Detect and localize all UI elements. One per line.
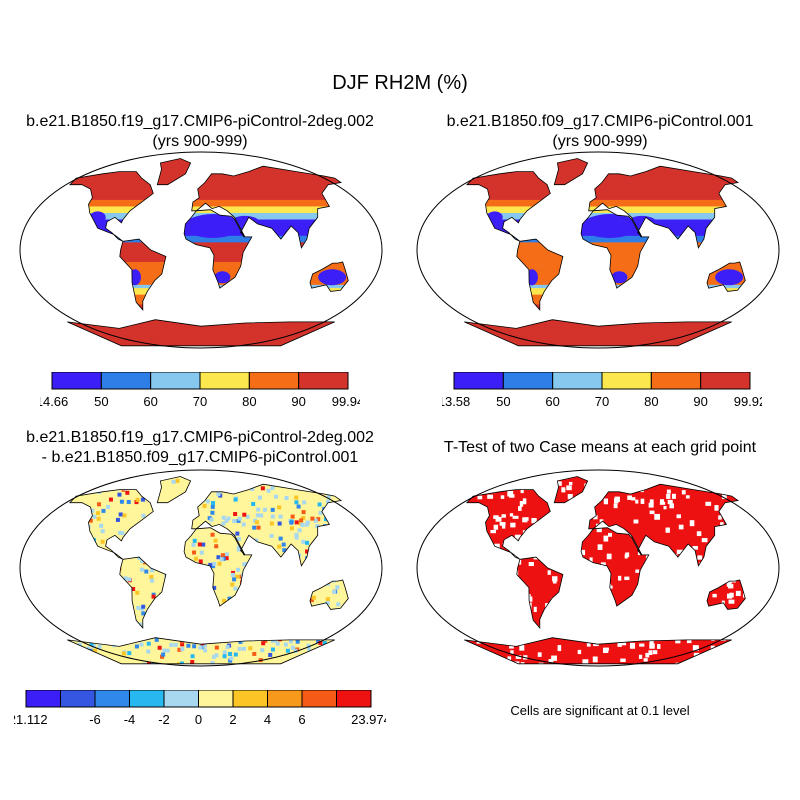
colorbar-bottom-left-swatch (301, 690, 337, 708)
panel-title-top-left: b.e21.B1850.f19_g17.CMIP6-piControl-2deg… (0, 112, 400, 152)
colorbar-top-right-swatch (453, 372, 504, 390)
map-border (416, 151, 780, 349)
coastline-north-america (68, 489, 154, 560)
coastline-antarctica (464, 319, 732, 347)
colorbar-bottom-left-tick-label: -2 (158, 712, 170, 727)
colorbar-top-left-swatch (51, 372, 102, 390)
map-border (416, 469, 780, 667)
colorbar-bottom-left-swatch (198, 690, 234, 708)
colorbar-bottom-left-swatch (267, 690, 303, 708)
panel-title-top-right: b.e21.B1850.f09_g17.CMIP6-piControl.001 … (400, 112, 800, 152)
colorbar-top-left-tick-label: 60 (143, 394, 157, 409)
colorbar-top-left-tick-label: 80 (242, 394, 256, 409)
colorbar-top-left: 14.66 50 60 70 80 90 99.94 (40, 372, 360, 409)
colorbar-bottom-left-tick-label: 4 (264, 712, 271, 727)
panel-title-bottom-left-line2: - b.e21.B1850.f09_g17.CMIP6-piControl.00… (41, 449, 359, 466)
coastline-eurasia (191, 483, 343, 567)
coastline-australia (706, 579, 746, 610)
colorbar-top-left-swatch (298, 372, 349, 390)
colorbar-bottom-left-tick-label: 6 (298, 712, 305, 727)
colorbar-top-right-swatch (601, 372, 652, 390)
colorbar-top-left-tick-label: 99.94 (332, 394, 360, 409)
coastline-greenland (553, 158, 589, 186)
panel-title-top-right-line2: (yrs 900-999) (552, 133, 648, 150)
colorbar-bottom-left-tick-label: -21.112 (14, 712, 48, 727)
coastline-south-america (119, 238, 167, 311)
coastline-north-america (465, 489, 551, 560)
colorbar-top-left-swatch (100, 372, 152, 390)
coastline-eurasia (588, 483, 740, 567)
colorbar-bottom-left-swatch (60, 690, 96, 708)
map-bottom-right (416, 469, 780, 667)
coastline-australia (309, 579, 349, 610)
colorbar-top-right-tick-label: 50 (496, 394, 510, 409)
coastline-south-america (119, 556, 167, 629)
colorbar-top-right-tick-label: 60 (545, 394, 559, 409)
map-top-right (416, 151, 780, 349)
map-bottom-left (19, 469, 383, 667)
panel-title-bottom-right: T-Test of two Case means at each grid po… (443, 439, 757, 456)
coastline-greenland (553, 476, 589, 504)
colorbar-top-left-tick-label: 90 (291, 394, 305, 409)
panel-title-top-left-line1: b.e21.B1850.f19_g17.CMIP6-piControl-2deg… (26, 113, 374, 130)
colorbar-top-right: 13.58 50 60 70 80 90 99.92 (442, 372, 762, 409)
colorbar-top-left-tick-label: 50 (94, 394, 108, 409)
coastline-australia (706, 261, 746, 292)
figure-title: DJF RH2M (%) (332, 72, 468, 94)
coastline-south-america (516, 556, 564, 629)
colorbar-bottom-left-tick-label: -6 (89, 712, 101, 727)
colorbar-bottom-left: -21.112 -6 -4 -2 0 2 4 6 23.974 (14, 690, 386, 727)
coastline-australia (309, 261, 349, 292)
coastline-antarctica (464, 637, 732, 665)
coastline-africa (580, 527, 650, 607)
colorbar-top-left-swatch (150, 372, 201, 390)
map-top-left (19, 151, 383, 349)
coastline-eurasia (588, 165, 740, 249)
colorbar-top-right-swatch (552, 372, 603, 390)
coastline-south-america (516, 238, 564, 311)
panel-title-bottom-left-line1: b.e21.B1850.f19_g17.CMIP6-piControl-2deg… (26, 429, 374, 446)
colorbar-top-left-swatch (199, 372, 250, 390)
coastline-north-america (465, 171, 551, 242)
coastline-africa (580, 209, 650, 289)
map-border (19, 469, 383, 667)
colorbar-top-right-swatch (700, 372, 751, 390)
colorbar-top-right-tick-label: 90 (693, 394, 707, 409)
significance-note: Cells are significant at 0.1 level (510, 703, 690, 718)
colorbar-bottom-left-swatch (129, 690, 165, 708)
colorbar-bottom-left-swatch (163, 690, 199, 708)
colorbar-top-left-tick-label: 70 (193, 394, 207, 409)
colorbar-top-left-tick-label: 14.66 (40, 394, 68, 409)
panel-title-top-right-line1: b.e21.B1850.f09_g17.CMIP6-piControl.001 (446, 113, 754, 130)
coastline-greenland (156, 158, 192, 186)
map-border (19, 151, 383, 349)
colorbar-bottom-left-tick-label: 2 (229, 712, 236, 727)
colorbar-top-right-tick-label: 99.92 (734, 394, 762, 409)
coastline-africa (183, 527, 253, 607)
panel-title-bottom-left: b.e21.B1850.f19_g17.CMIP6-piControl-2deg… (0, 428, 400, 468)
colorbar-bottom-left-tick-label: 23.974 (351, 712, 386, 727)
coastline-antarctica (67, 319, 335, 347)
colorbar-top-right-swatch (502, 372, 554, 390)
colorbar-bottom-left-tick-label: -4 (124, 712, 136, 727)
panel-title-top-left-line2: (yrs 900-999) (152, 133, 248, 150)
colorbar-top-left-swatch (248, 372, 300, 390)
coastline-north-america (68, 171, 154, 242)
colorbar-bottom-left-swatch (25, 690, 61, 708)
coastline-greenland (156, 476, 192, 504)
colorbar-top-right-tick-label: 70 (595, 394, 609, 409)
coastline-eurasia (191, 165, 343, 249)
colorbar-top-right-tick-label: 80 (644, 394, 658, 409)
coastline-africa (183, 209, 253, 289)
colorbar-bottom-left-swatch (336, 690, 372, 708)
colorbar-top-right-swatch (650, 372, 702, 390)
colorbar-top-right-tick-label: 13.58 (442, 394, 470, 409)
coastline-antarctica (67, 637, 335, 665)
colorbar-bottom-left-tick-label: 0 (195, 712, 202, 727)
colorbar-bottom-left-swatch (232, 690, 268, 708)
colorbar-bottom-left-swatch (94, 690, 130, 708)
